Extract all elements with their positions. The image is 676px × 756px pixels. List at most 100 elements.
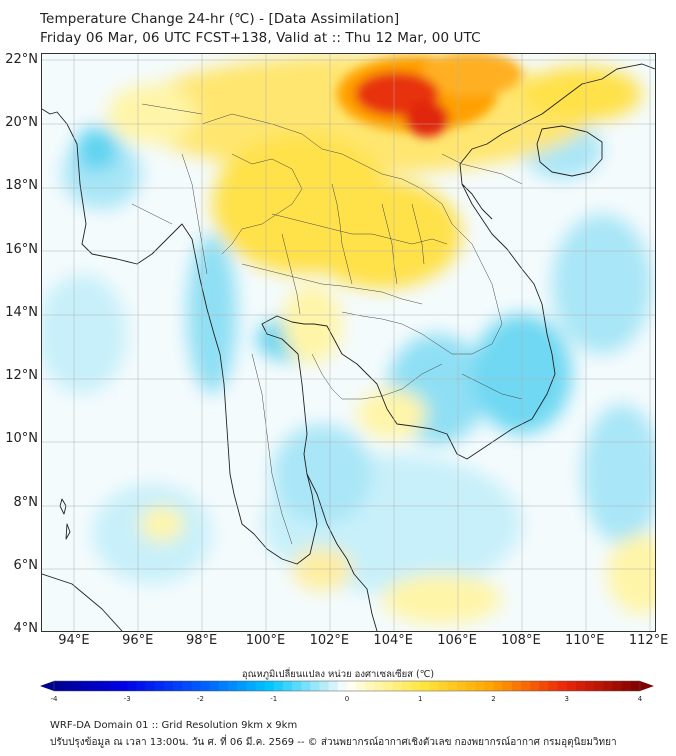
colorbar-cell — [237, 681, 247, 691]
longitude-label: 100°E — [245, 633, 286, 648]
colorbar-cell — [136, 681, 146, 691]
cool-patch-andaman — [42, 274, 127, 394]
latitude-label: 20°N — [5, 115, 38, 131]
colorbar-cell — [575, 681, 586, 691]
colorbar-cell — [502, 681, 513, 691]
colorbar — [40, 680, 654, 692]
warm-patch-far-south — [382, 574, 502, 624]
colorbar-cell — [520, 681, 531, 691]
warm-patch-gulf-of-tonkin — [522, 66, 642, 122]
colorbar-tick-label: -3 — [123, 695, 131, 703]
colorbar-cell — [292, 681, 302, 691]
longitude-label: 110°E — [564, 633, 605, 648]
colorbar-cell — [310, 681, 320, 691]
longitude-label: 108°E — [501, 633, 541, 648]
temperature-field — [42, 54, 655, 624]
colorbar-tick-label: -1 — [270, 695, 278, 703]
colorbar-cell — [347, 681, 357, 691]
colorbar-cell — [484, 681, 494, 691]
latitude-label: 4°N — [13, 621, 39, 636]
colorbar-cell — [411, 681, 421, 691]
colorbar-cell — [420, 681, 430, 691]
colorbar-cell — [392, 681, 403, 691]
warm-patch-laos — [302, 179, 462, 289]
colorbar-cell — [594, 681, 604, 691]
colorbar-cell — [566, 681, 577, 691]
colorbar-cell — [493, 681, 504, 691]
map-subtitle: Friday 06 Mar, 06 UTC FCST+138, Valid at… — [40, 30, 481, 46]
longitude-label: 96°E — [122, 633, 154, 648]
colorbar-cell — [475, 681, 485, 691]
colorbar-cell — [54, 681, 64, 691]
colorbar-tick-label: 2 — [491, 695, 496, 703]
colorbar-cell — [227, 681, 238, 691]
latitude-label: 8°N — [13, 494, 39, 510]
colorbar-cell — [447, 681, 458, 691]
colorbar-cell — [539, 681, 549, 691]
longitude-label: 94°E — [58, 633, 90, 648]
colorbar-cell — [218, 681, 229, 691]
colorbar-cell — [319, 681, 330, 691]
warm-patch-east — [607, 534, 655, 614]
colorbar-cell — [154, 681, 165, 691]
colorbar-cell — [621, 681, 632, 691]
sumatra-coast — [42, 573, 123, 631]
longitude-label: 106°E — [437, 633, 477, 648]
colorbar-tick-label: -4 — [50, 695, 58, 703]
colorbar-cell — [255, 681, 265, 691]
latitude-label: 10°N — [5, 431, 38, 447]
colorbar-cell — [365, 681, 375, 691]
colorbar-cell — [99, 681, 110, 691]
colorbar-high-extend — [640, 681, 654, 691]
colorbar-cell — [630, 681, 641, 691]
longitude-label: 112°E — [628, 633, 669, 648]
colorbar-cell — [557, 681, 568, 691]
latitude-label: 14°N — [5, 304, 38, 320]
colorbar-cell — [383, 681, 394, 691]
colorbar-tick-label: 0 — [344, 695, 350, 703]
colorbar-tick-label: 3 — [564, 695, 569, 703]
colorbar-low-extend — [40, 681, 54, 691]
colorbar-cell — [466, 681, 476, 691]
warm-patch-myanmar-north — [107, 84, 197, 144]
colorbar-cell — [429, 681, 439, 691]
colorbar-cell — [90, 681, 101, 691]
colorbar-cell — [530, 681, 540, 691]
latitude-label: 6°N — [13, 557, 39, 573]
colorbar-cell — [612, 681, 623, 691]
cool-patch-east-sea — [582, 404, 655, 544]
colorbar-cell — [273, 681, 284, 691]
map-canvas — [42, 54, 655, 631]
latitude-label: 16°N — [5, 241, 38, 257]
colorbar-cell — [301, 681, 311, 691]
colorbar-tick-label: -2 — [197, 695, 204, 703]
temperature-change-map[interactable] — [41, 53, 656, 632]
cool-patch-myanmar-coast — [187, 234, 237, 394]
colorbar-cell — [145, 681, 156, 691]
andaman-islands — [59, 498, 71, 540]
warm-patch-gulf — [357, 389, 427, 439]
colorbar-cell — [173, 681, 183, 691]
gridlines — [42, 54, 655, 631]
colorbar-cell — [356, 681, 366, 691]
colorbar-cell — [72, 681, 82, 691]
colorbar-frame — [53, 680, 641, 692]
latitude-label: 22°N — [5, 52, 38, 67]
colorbar-cell — [246, 681, 256, 691]
colorbar-cell — [585, 681, 595, 691]
colorbar-cell — [264, 681, 275, 691]
hot-patch-guangxi — [422, 54, 522, 96]
colorbar-cell — [603, 681, 613, 691]
colorbar-cell — [191, 681, 201, 691]
very-hot-core-2 — [405, 101, 449, 137]
longitude-label: 98°E — [185, 633, 218, 648]
colorbar-cell — [127, 681, 137, 691]
cool-patch-bay-of-bengal-core — [75, 127, 119, 171]
footer-model-info: WRF-DA Domain 01 :: Grid Resolution 9km … — [50, 720, 298, 731]
longitude-label: 104°E — [373, 633, 413, 648]
colorbar-cell — [163, 681, 174, 691]
colorbar-cell — [182, 681, 192, 691]
colorbar-cell — [337, 681, 348, 691]
cool-patch-malay — [272, 424, 372, 524]
colorbar-cell — [118, 681, 128, 691]
